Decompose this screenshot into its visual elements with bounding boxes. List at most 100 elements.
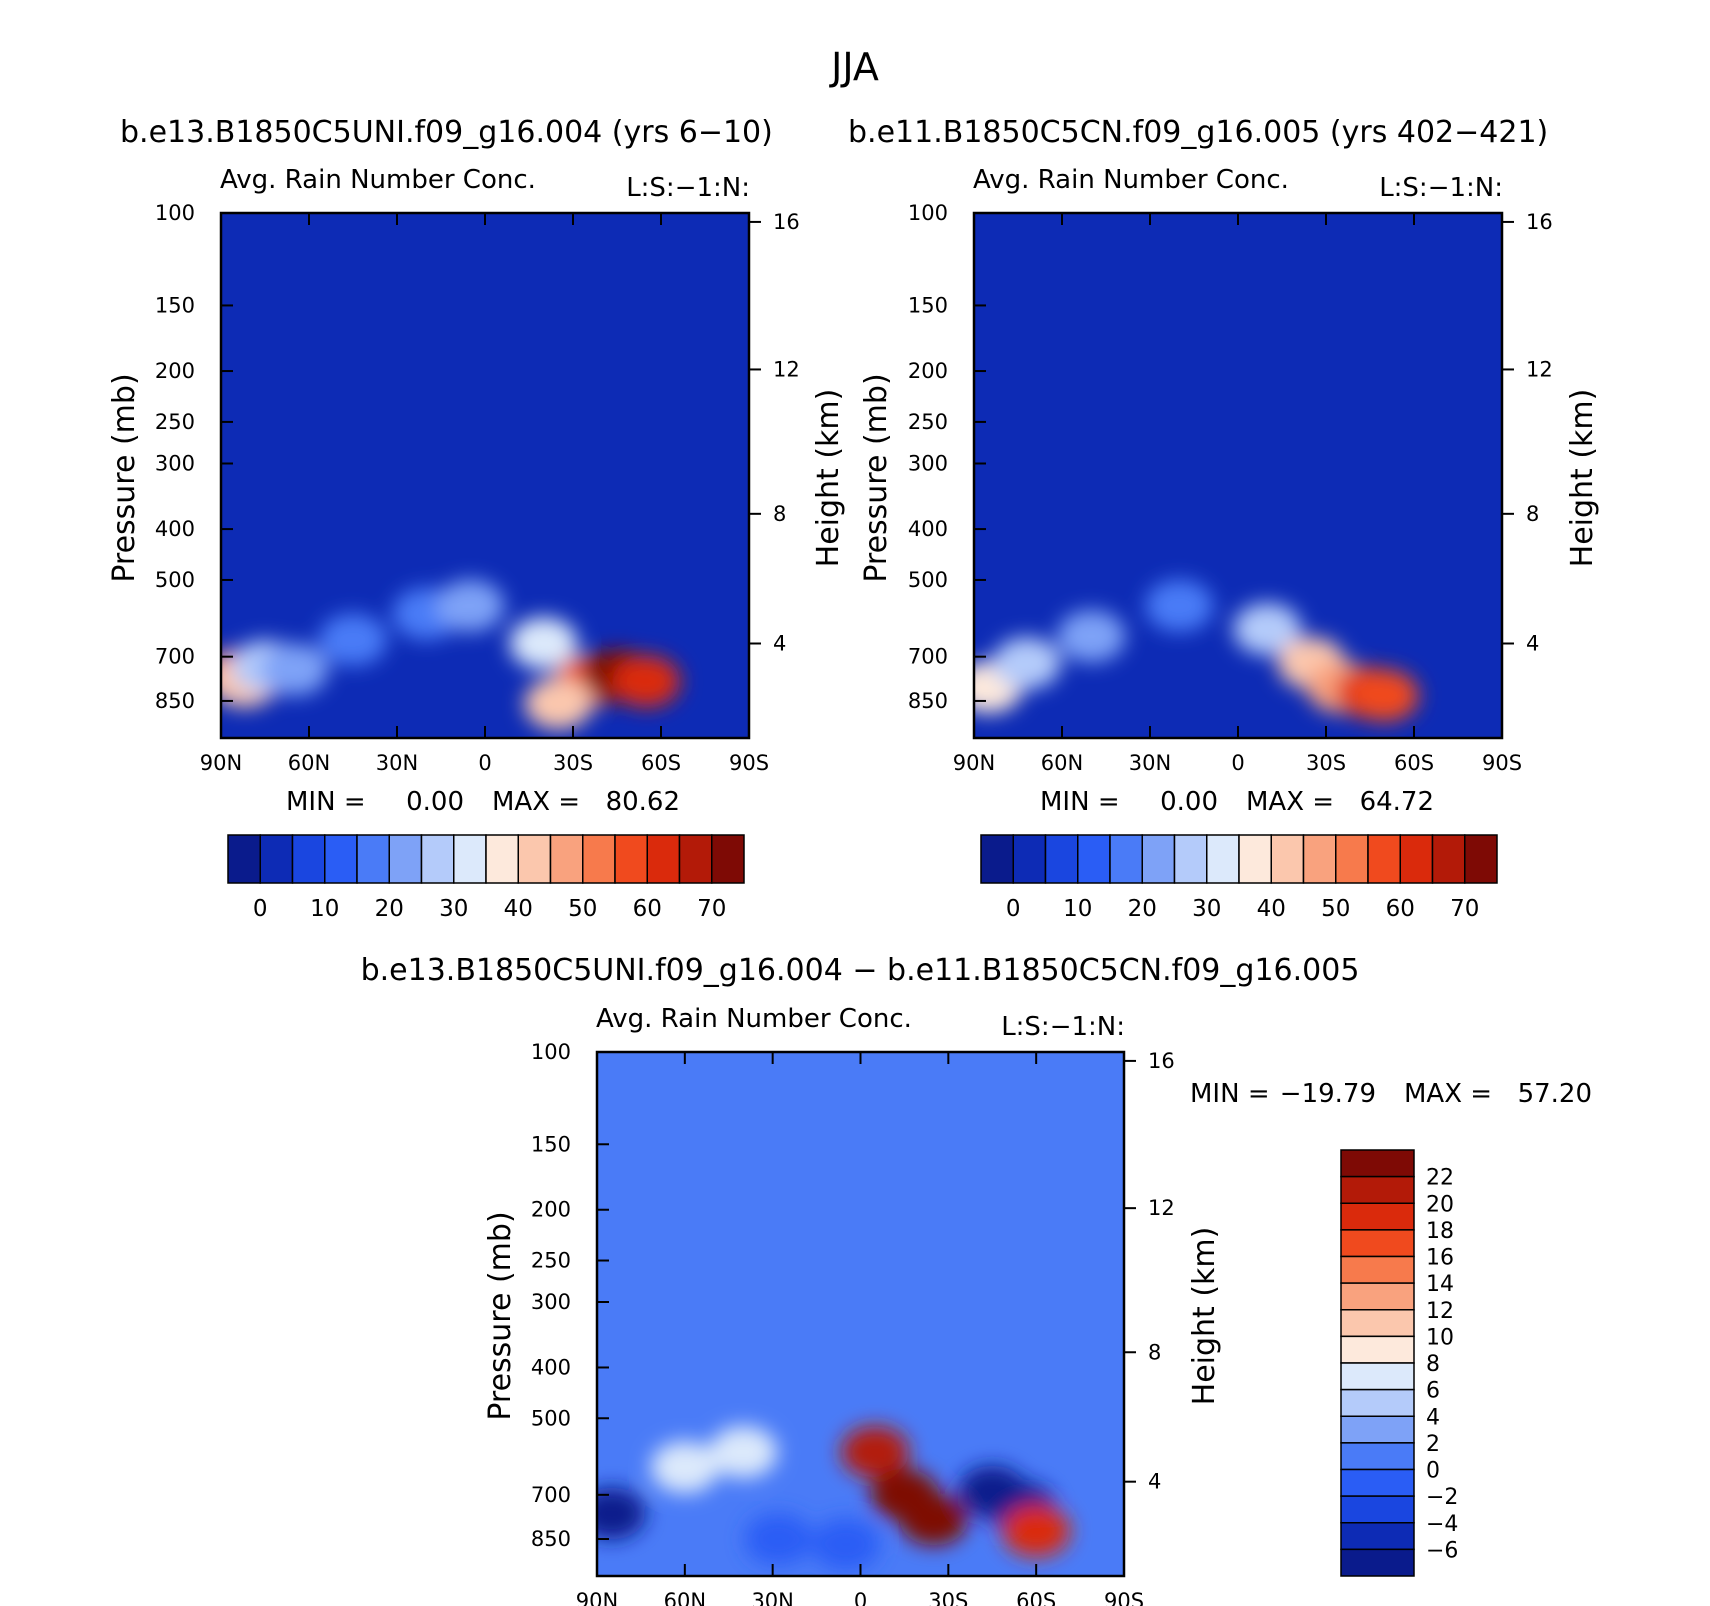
case2-ytick-label: 400: [908, 517, 948, 541]
case1-colorbar-box: [227, 834, 261, 884]
case2-xtick-label: 0: [1231, 751, 1244, 775]
case2-xtick-label: 30S: [1306, 751, 1346, 775]
diff-feature: [899, 1493, 968, 1546]
case1-colorbar-label: 40: [504, 896, 533, 922]
diff-colorbar-label: 8: [1426, 1352, 1440, 1377]
diff-ytick-label: 150: [531, 1132, 571, 1156]
diff-colorbar-label: 2: [1426, 1432, 1440, 1457]
diff-colorbar-box: [1340, 1548, 1415, 1577]
case1-colorbar-box: [678, 834, 713, 884]
case2-y2tick-label: 16: [1526, 210, 1553, 234]
diff-plot-area: 100 150 200 250 300 400 500 700 850 16 12 8 4 90N 60N 3…: [531, 1040, 1175, 1606]
diff-feature: [597, 1487, 646, 1540]
diff-y2label: Height (km): [1187, 1227, 1222, 1406]
diff-colorbar-box: [1340, 1495, 1415, 1524]
case1-feature: [319, 613, 387, 666]
case1-xtick-label: 60N: [288, 751, 330, 775]
case1-feature: [260, 643, 329, 696]
case2-colorbar-box: [1141, 834, 1176, 884]
case1-xtick-label: 90N: [200, 751, 242, 775]
case2-plot-title: Avg. Rain Number Conc.: [973, 165, 1289, 195]
case1-colorbar-label: 30: [439, 896, 468, 922]
case1-title: b.e13.B1850C5UNI.f09_g16.004 (yrs 6−10): [120, 115, 773, 150]
case1-ytick-label: 250: [155, 410, 195, 434]
case2-colorbar: 0 10 20 30 40 50 60 70: [980, 834, 1498, 922]
case1-y2tick-label: 12: [773, 357, 800, 381]
case2-field-features: [974, 579, 1419, 722]
case1-y2tick-label: 8: [773, 502, 786, 526]
diff-feature: [841, 1426, 910, 1479]
case1-colorbar-box: [259, 834, 294, 884]
case1-colorbar-label: 70: [697, 896, 726, 922]
diff-colorbar-label: 16: [1426, 1246, 1454, 1271]
case1-colorbar-label: 60: [633, 896, 662, 922]
case1-colorbar-label: 10: [310, 896, 339, 922]
case2-colorbar-label: 60: [1386, 896, 1415, 922]
case1-colorbar-box: [420, 834, 455, 884]
case2-feature: [1145, 579, 1214, 632]
diff-ytick-label: 200: [531, 1198, 571, 1222]
diff-ytick-label: 400: [531, 1355, 571, 1379]
diff-xtick-label: 60S: [1016, 1589, 1056, 1606]
case2-feature: [1057, 610, 1126, 663]
case1-right-label: L:S:−1:N:: [626, 173, 750, 203]
case2-y2tick-label: 4: [1526, 632, 1539, 656]
diff-y2tick-label: 8: [1148, 1340, 1161, 1364]
diff-title: b.e13.B1850C5UNI.f09_g16.004 − b.e11.B18…: [361, 953, 1360, 988]
diff-colorbar-box: [1340, 1415, 1415, 1444]
case2-colorbar-box: [1238, 834, 1272, 884]
diff-max-value: 57.20: [1518, 1079, 1592, 1109]
case2-colorbar-box: [1464, 834, 1498, 884]
case2-title: b.e11.B1850C5CN.f09_g16.005 (yrs 402−421…: [848, 115, 1548, 150]
case1-colorbar-label: 0: [253, 896, 268, 922]
diff-colorbar-box: [1340, 1149, 1415, 1178]
case2-colorbar-label: 20: [1128, 896, 1157, 922]
diff-ytick-label: 100: [531, 1040, 571, 1064]
case1-xtick-label: 30S: [553, 751, 593, 775]
case2-ytick-label: 100: [908, 201, 948, 225]
case2-colorbar-box: [1077, 834, 1111, 884]
case2-colorbar-box: [980, 834, 1014, 884]
case2-y2tick-label: 12: [1526, 357, 1553, 381]
diff-min-value: −19.79: [1280, 1079, 1376, 1109]
diff-ytick-label: 250: [531, 1249, 571, 1273]
case1-colorbar-box: [614, 834, 648, 884]
diff-ytick-label: 500: [531, 1406, 571, 1430]
case2-plot-area: 100 150 200 250 300 400 500 700 850 16 12 8 4 90N 60N 3…: [908, 201, 1553, 775]
diff-feature: [709, 1426, 778, 1479]
case2-ytick-label: 500: [908, 568, 948, 592]
diff-colorbar-label: −4: [1426, 1512, 1458, 1537]
case1-ytick-label: 700: [155, 645, 195, 669]
case2-colorbar-box: [1109, 834, 1143, 884]
case2-field-background: [974, 213, 1502, 738]
diff-xtick-label: 30N: [751, 1589, 793, 1606]
case2-feature: [1233, 603, 1302, 656]
case2-colorbar-box: [1173, 834, 1208, 884]
case2-xtick-label: 60N: [1041, 751, 1083, 775]
diff-ytick-label: 300: [531, 1290, 571, 1314]
case1-ylabel: Pressure (mb): [107, 373, 142, 582]
diff-colorbar-label: 20: [1426, 1192, 1454, 1217]
case1-colorbar-box: [453, 834, 487, 884]
case2-colorbar-box: [1335, 834, 1369, 884]
case1-feature: [436, 579, 505, 632]
case1-ytick-label: 850: [155, 689, 195, 713]
case1-colorbar-label: 20: [375, 896, 404, 922]
case1-max-label: MAX =: [492, 787, 580, 817]
case1-min-label: MIN =: [286, 787, 366, 817]
case2-xtick-label: 60S: [1394, 751, 1434, 775]
diff-colorbar-label: 22: [1426, 1166, 1454, 1191]
case1-plot-title: Avg. Rain Number Conc.: [220, 165, 536, 195]
diff-colorbar-label: 18: [1426, 1219, 1454, 1244]
case2-colorbar-box: [1399, 834, 1434, 884]
diff-colorbar-box: [1340, 1255, 1415, 1284]
figure-title: JJA: [829, 45, 879, 89]
case2-colorbar-box: [1270, 834, 1305, 884]
case2-y2label: Height (km): [1565, 389, 1600, 568]
case1-xtick-label: 0: [478, 751, 491, 775]
case1-ytick-label: 100: [155, 201, 195, 225]
case1-colorbar-label: 50: [568, 896, 597, 922]
case2-ytick-label: 700: [908, 645, 948, 669]
case1-feature: [509, 617, 578, 670]
case1-colorbar-box: [711, 834, 745, 884]
